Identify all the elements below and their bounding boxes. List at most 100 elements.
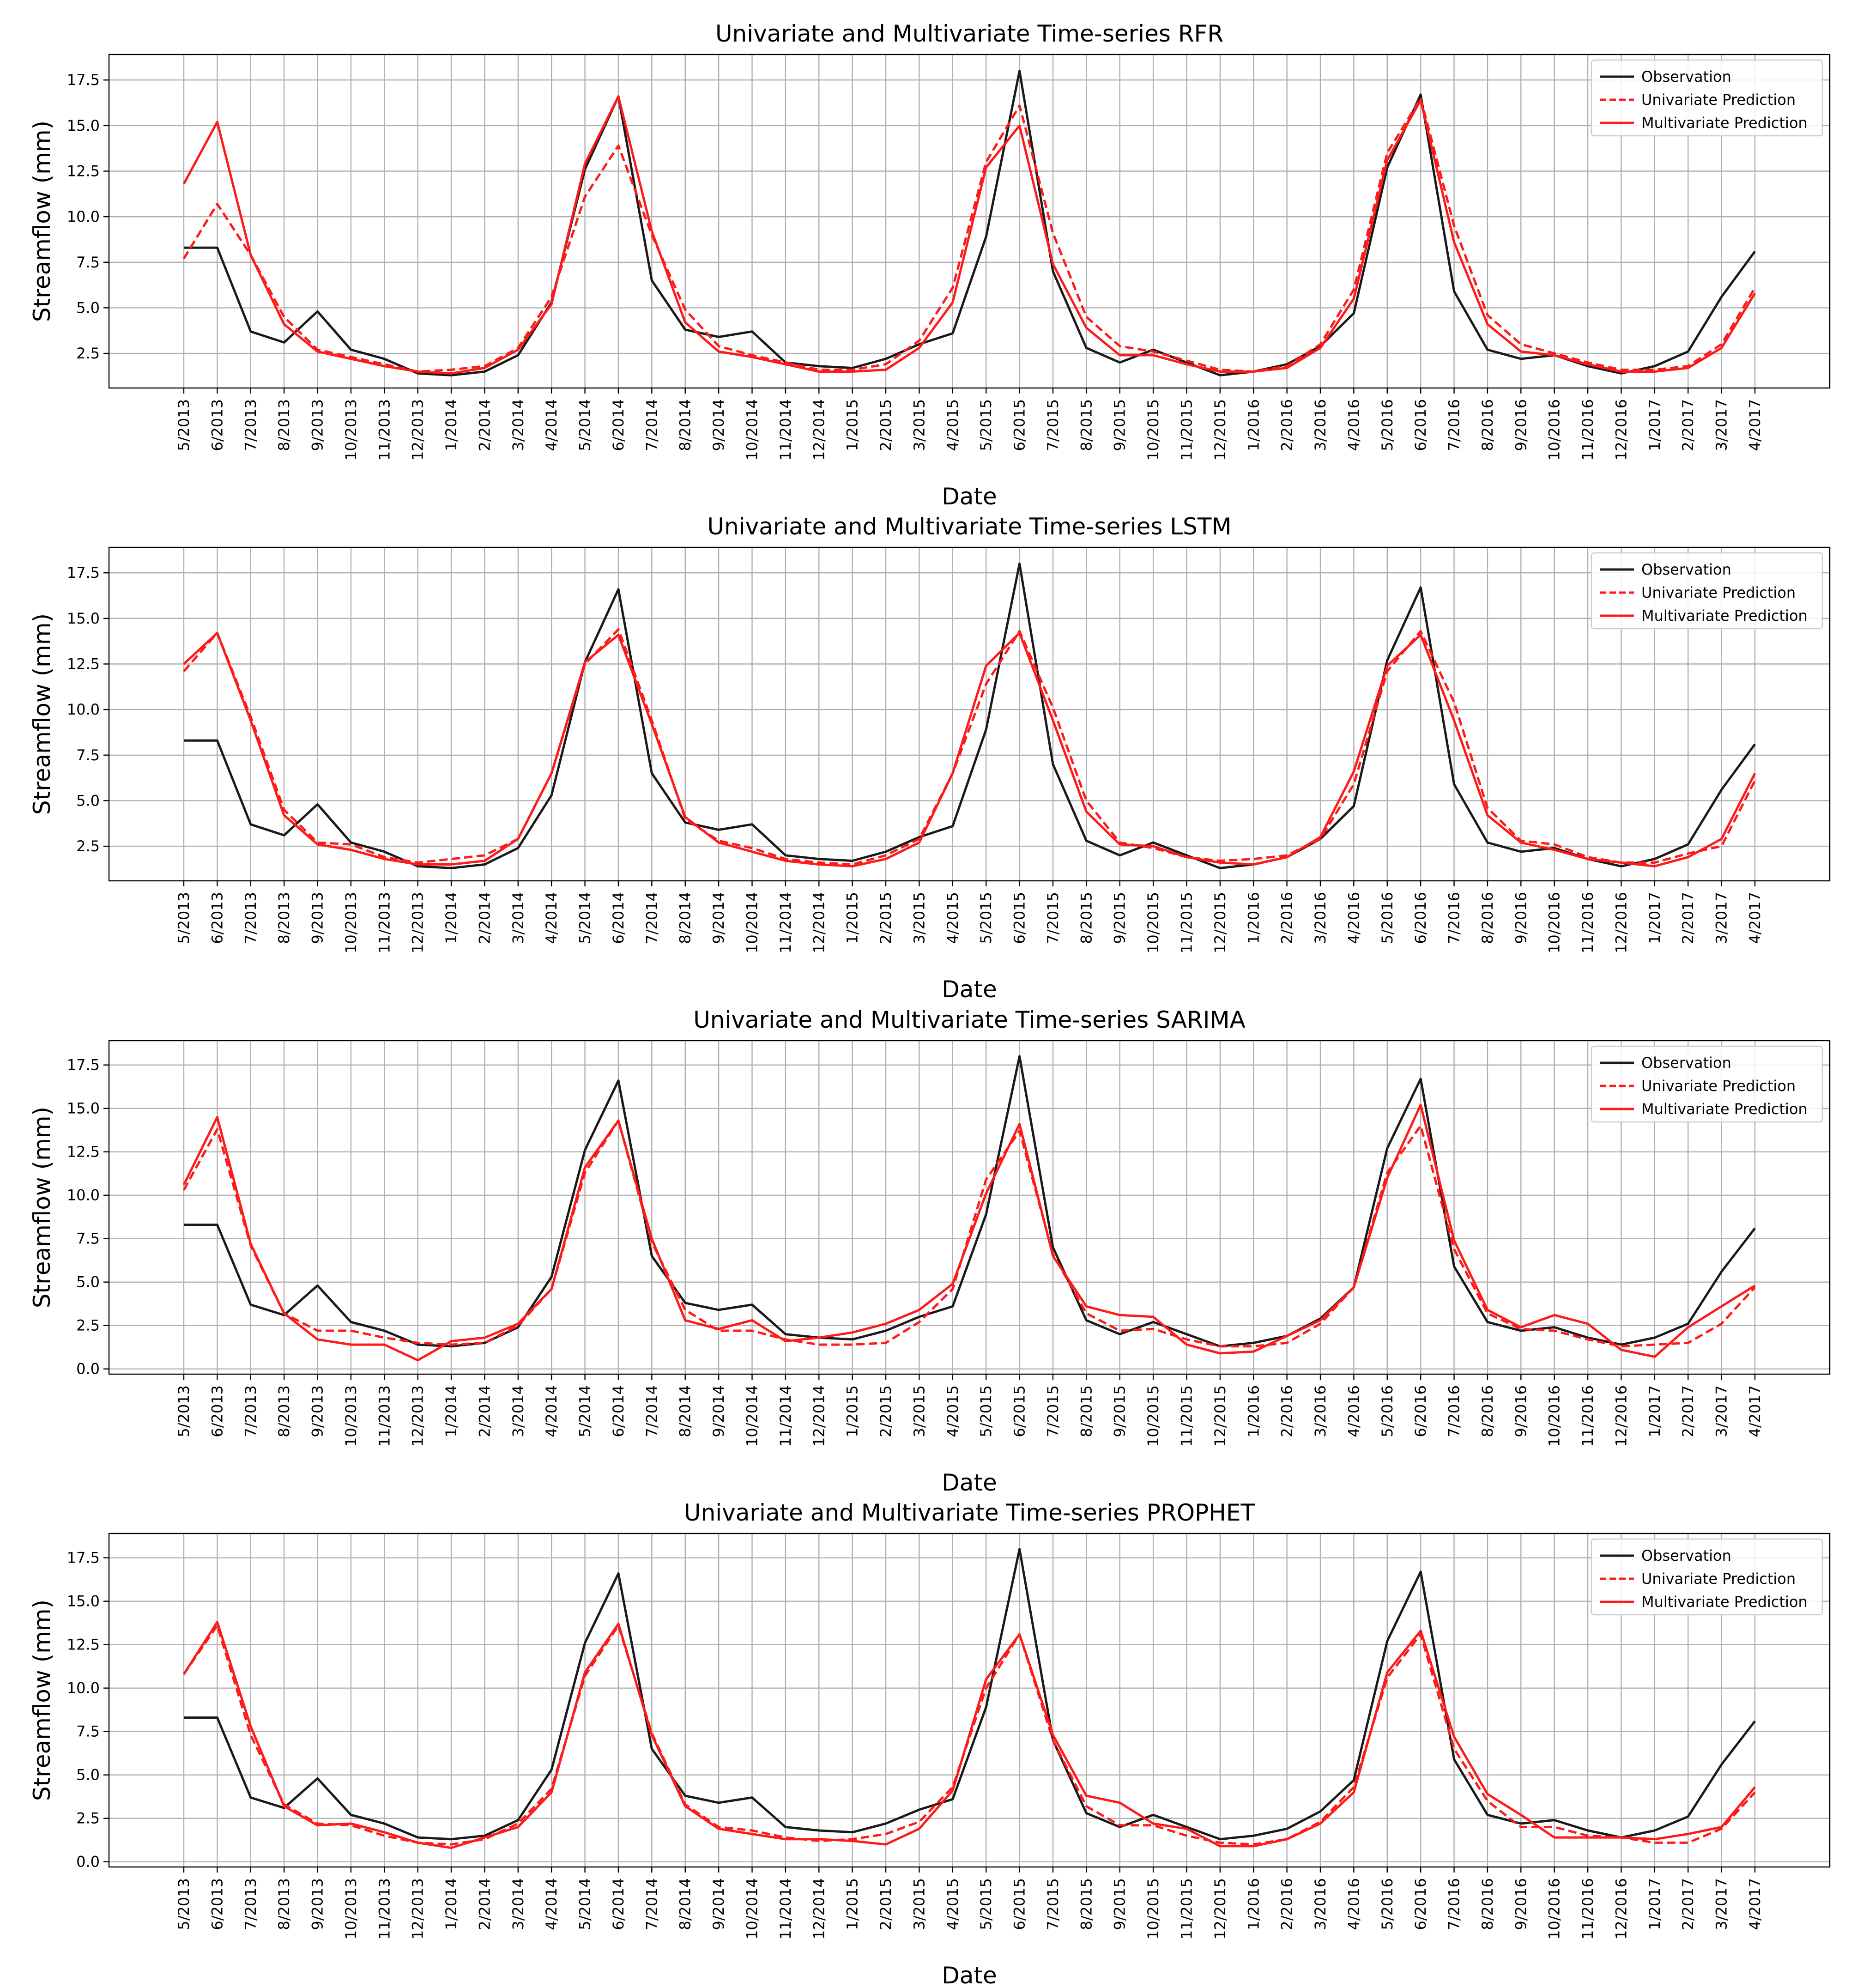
legend-observation-label: Observation	[1641, 1547, 1731, 1564]
y-tick-label: 5.0	[76, 299, 100, 316]
x-tick-label: 2/2016	[1278, 892, 1296, 944]
x-tick-label: 8/2015	[1077, 1385, 1095, 1437]
x-tick-label: 12/2014	[810, 1385, 828, 1447]
x-tick-label: 4/2017	[1746, 399, 1764, 451]
chart-title: Univariate and Multivariate Time-series …	[693, 1006, 1246, 1033]
series-line-univariate-prediction	[183, 628, 1756, 866]
x-tick-label: 3/2017	[1713, 1878, 1730, 1930]
y-tick-label: 10.0	[67, 1187, 100, 1204]
x-axis-label: Date	[942, 976, 997, 1003]
x-tick-label: 9/2014	[710, 892, 727, 944]
x-tick-label: 2/2014	[476, 1878, 493, 1930]
x-tick-label: 12/2016	[1612, 1385, 1630, 1447]
y-tick-label: 7.5	[76, 254, 100, 271]
x-tick-label: 2/2016	[1278, 1878, 1296, 1930]
x-tick-label: 6/2014	[610, 1385, 627, 1437]
x-tick-label: 7/2013	[242, 1385, 260, 1437]
x-tick-label: 1/2017	[1646, 892, 1663, 944]
legend-observation-label: Observation	[1641, 561, 1731, 578]
x-tick-label: 8/2013	[275, 399, 293, 451]
x-tick-label: 1/2016	[1245, 1385, 1262, 1437]
x-tick-label: 1/2016	[1245, 1878, 1262, 1930]
x-tick-label: 8/2013	[275, 1385, 293, 1437]
x-tick-label: 6/2014	[610, 1878, 627, 1930]
x-tick-label: 9/2016	[1512, 1385, 1530, 1437]
x-tick-label: 12/2013	[409, 1385, 427, 1447]
x-tick-label: 2/2015	[877, 1878, 895, 1930]
x-tick-label: 11/2015	[1178, 892, 1195, 953]
y-tick-label: 15.0	[67, 610, 100, 627]
x-tick-label: 9/2014	[710, 399, 727, 451]
x-tick-label: 9/2013	[309, 1385, 327, 1437]
x-tick-label: 4/2015	[944, 1385, 962, 1437]
chart-panel-1: 2.5 5.0 7.5 10.0 12.5 15.0 17.5 5/2013 6/2013 7/2…	[29, 513, 1831, 1003]
x-tick-label: 5/2016	[1379, 399, 1396, 451]
x-tick-label: 2/2014	[476, 1385, 493, 1437]
x-tick-label: 3/2017	[1713, 892, 1730, 944]
x-tick-label: 3/2016	[1312, 1385, 1329, 1437]
axes-frame	[108, 546, 1831, 882]
x-tick-label: 3/2015	[910, 892, 928, 944]
axes-frame	[108, 1533, 1831, 1868]
x-tick-label: 1/2014	[442, 1878, 460, 1930]
x-tick-label: 1/2017	[1646, 1385, 1663, 1437]
x-tick-label: 8/2016	[1479, 1878, 1496, 1930]
x-tick-label: 3/2015	[910, 399, 928, 451]
x-tick-label: 4/2014	[543, 399, 560, 451]
y-tick-label: 17.5	[67, 564, 100, 582]
x-tick-label: 11/2014	[777, 1385, 794, 1447]
x-tick-label: 5/2015	[977, 1878, 995, 1930]
x-tick-label: 3/2016	[1312, 1878, 1329, 1930]
x-tick-label: 11/2013	[375, 1878, 393, 1940]
x-axis-label: Date	[942, 483, 997, 510]
chart-title: Univariate and Multivariate Time-series …	[684, 1499, 1255, 1526]
x-tick-label: 1/2015	[844, 399, 861, 451]
x-tick-label: 6/2015	[1011, 399, 1028, 451]
legend-box	[1591, 552, 1823, 630]
x-tick-label: 7/2016	[1446, 1385, 1463, 1437]
x-tick-label: 9/2013	[309, 1878, 327, 1930]
legend-multivariate-label: Multivariate Prediction	[1641, 1593, 1808, 1611]
x-tick-label: 5/2014	[576, 892, 594, 944]
x-tick-label: 3/2016	[1312, 892, 1329, 944]
y-tick-label: 12.5	[67, 1143, 100, 1161]
y-tick-label: 15.0	[67, 1593, 100, 1610]
legend-box	[1591, 1045, 1823, 1123]
x-tick-label: 5/2015	[977, 892, 995, 944]
x-tick-label: 8/2015	[1077, 892, 1095, 944]
x-axis-label: Date	[942, 1469, 997, 1496]
legend-observation-label: Observation	[1641, 68, 1731, 85]
series-line-multivariate-prediction	[182, 95, 1756, 375]
x-tick-label: 6/2015	[1011, 1878, 1028, 1930]
y-tick-label: 17.5	[67, 1056, 100, 1074]
y-tick-label: 10.0	[67, 701, 100, 718]
x-tick-label: 10/2014	[744, 1878, 761, 1940]
x-tick-label: 6/2013	[208, 1878, 226, 1930]
x-tick-label: 11/2014	[777, 399, 794, 461]
x-tick-label: 1/2014	[442, 892, 460, 944]
x-tick-label: 3/2017	[1713, 399, 1730, 451]
x-tick-label: 6/2013	[208, 1385, 226, 1437]
x-tick-label: 10/2015	[1144, 892, 1162, 953]
x-tick-label: 8/2013	[275, 1878, 293, 1930]
x-tick-label: 6/2016	[1412, 399, 1429, 451]
x-tick-label: 5/2016	[1379, 892, 1396, 944]
x-tick-label: 5/2013	[175, 1878, 193, 1930]
x-tick-label: 11/2015	[1178, 1878, 1195, 1940]
y-tick-label: 12.5	[67, 655, 100, 673]
series-line-observation	[184, 563, 1756, 869]
series-line-multivariate-prediction	[182, 1103, 1756, 1362]
x-tick-label: 8/2014	[677, 399, 694, 451]
legend-univariate-label: Univariate Prediction	[1641, 91, 1796, 109]
x-tick-label: 12/2014	[810, 892, 828, 953]
y-tick-label: 12.5	[67, 163, 100, 180]
y-axis-label: Streamflow (mm)	[29, 1107, 55, 1308]
x-tick-label: 6/2015	[1011, 1385, 1028, 1437]
x-tick-label: 12/2015	[1211, 1385, 1229, 1447]
x-tick-label: 6/2014	[610, 892, 627, 944]
y-tick-label: 15.0	[67, 1100, 100, 1117]
x-tick-label: 8/2015	[1077, 1878, 1095, 1930]
x-tick-label: 3/2015	[910, 1385, 928, 1437]
